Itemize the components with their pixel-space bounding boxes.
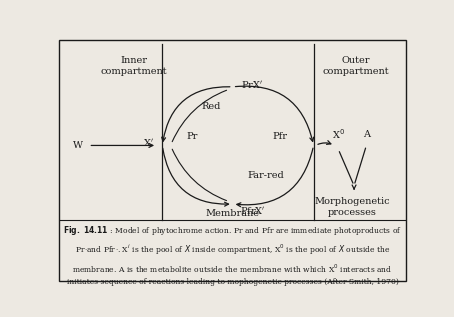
- Text: Membrane: Membrane: [206, 209, 260, 218]
- Text: Outer
compartment: Outer compartment: [322, 56, 389, 76]
- Text: X$^{\prime}$: X$^{\prime}$: [143, 137, 153, 149]
- Text: W: W: [73, 141, 83, 150]
- Text: PrX$^{\prime}$: PrX$^{\prime}$: [242, 80, 263, 92]
- Text: Pfr: Pfr: [273, 133, 288, 141]
- Text: Morphogenetic
processes: Morphogenetic processes: [315, 197, 390, 217]
- Text: Pr: Pr: [187, 133, 198, 141]
- Text: $\mathbf{Fig.\ 14.11}$ : Model of phytochrome action. Pr and Pfr are immediate p: $\mathbf{Fig.\ 14.11}$ : Model of phytoc…: [63, 223, 402, 286]
- Text: Red: Red: [202, 102, 221, 111]
- Text: PfrX$^{\prime}$: PfrX$^{\prime}$: [240, 205, 266, 217]
- Text: Inner
compartment: Inner compartment: [101, 56, 168, 76]
- Text: X$^0$: X$^0$: [332, 127, 345, 140]
- Text: Far-red: Far-red: [248, 171, 285, 180]
- Text: A: A: [363, 130, 370, 139]
